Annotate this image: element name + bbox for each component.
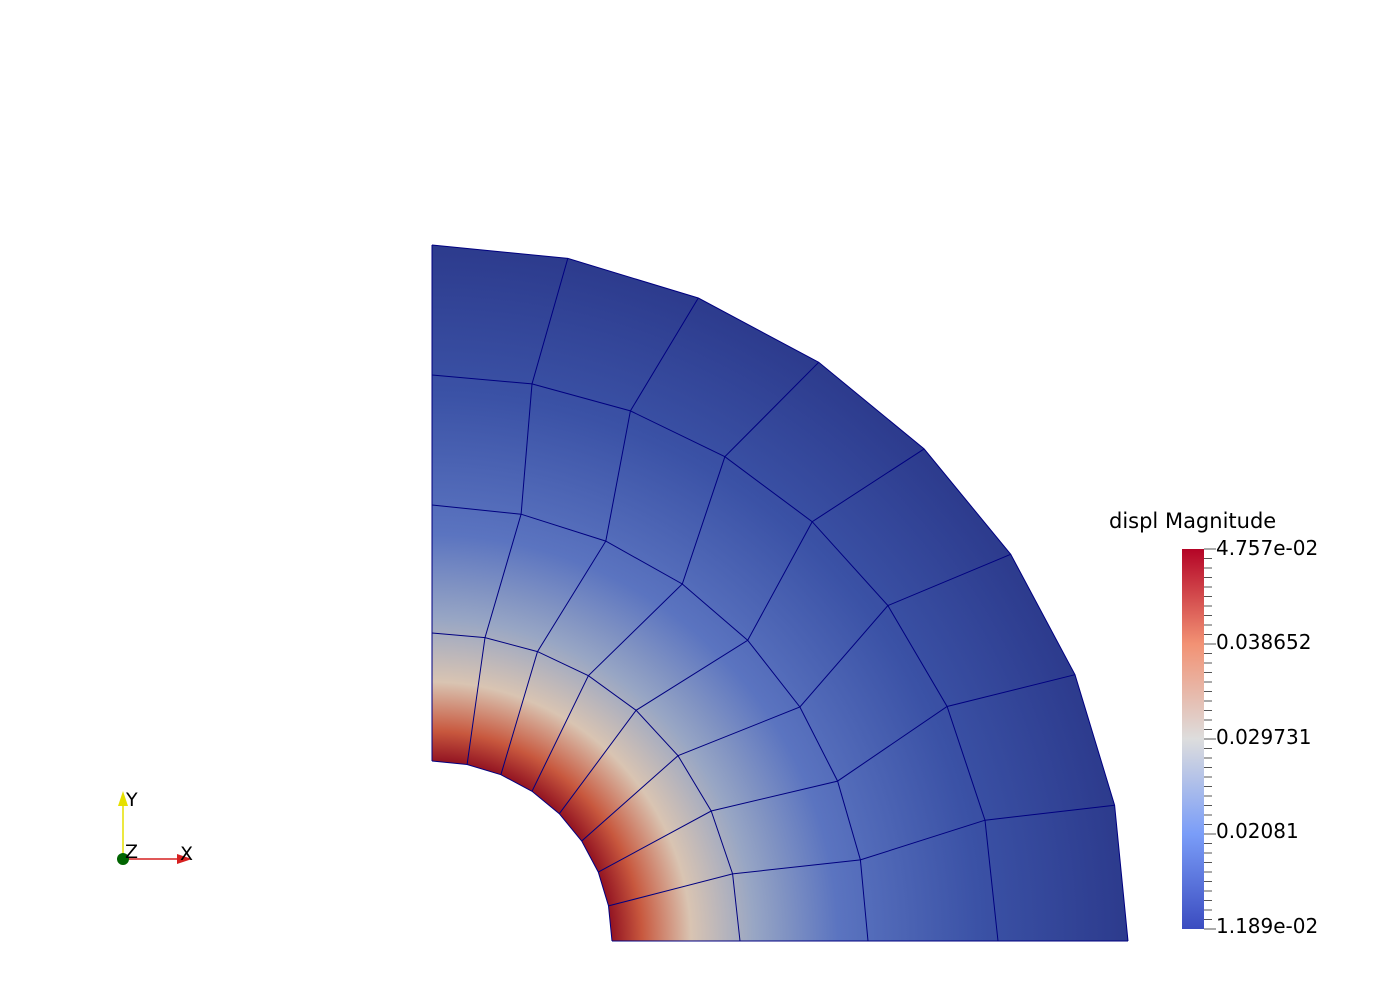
scalar-bar-ticks — [1204, 548, 1216, 930]
displacement-field-fill — [432, 245, 1128, 941]
scalar-bar-tick-label: 0.029731 — [1216, 725, 1311, 749]
scalar-bar-legend[interactable]: displ Magnitude 4.757e-02 0.038652 0.029… — [1109, 509, 1318, 938]
mesh-element-edges — [431, 244, 1129, 942]
mesh-radial-edge — [558, 448, 925, 814]
mesh-radial-edge — [608, 804, 1115, 907]
y-axis-arrowhead — [118, 791, 128, 806]
scalar-bar-title: displ Magnitude — [1109, 509, 1276, 533]
orientation-axes: Y Z X — [117, 789, 193, 865]
x-axis-label: X — [180, 843, 193, 865]
mesh-radial-edge — [581, 553, 1011, 842]
mesh-radial-edge — [531, 361, 820, 792]
color-ramp — [1182, 549, 1204, 929]
mesh-radial-edge — [500, 297, 699, 775]
scalar-bar-max-label: 4.757e-02 — [1216, 536, 1318, 560]
mesh-radial-edge — [466, 258, 569, 765]
z-axis-label: Z — [125, 841, 138, 863]
z-axis-marker — [117, 853, 129, 865]
x-axis-arrowhead — [177, 854, 192, 864]
y-axis-label: Y — [125, 789, 138, 811]
scalar-bar-tick-label: 0.038652 — [1216, 630, 1311, 654]
quarter-annulus-mesh — [431, 244, 1129, 942]
scalar-bar-tick-label: 0.02081 — [1216, 819, 1299, 843]
mesh-radial-edge — [598, 674, 1076, 873]
scalar-bar-min-label: 1.189e-02 — [1216, 914, 1318, 938]
